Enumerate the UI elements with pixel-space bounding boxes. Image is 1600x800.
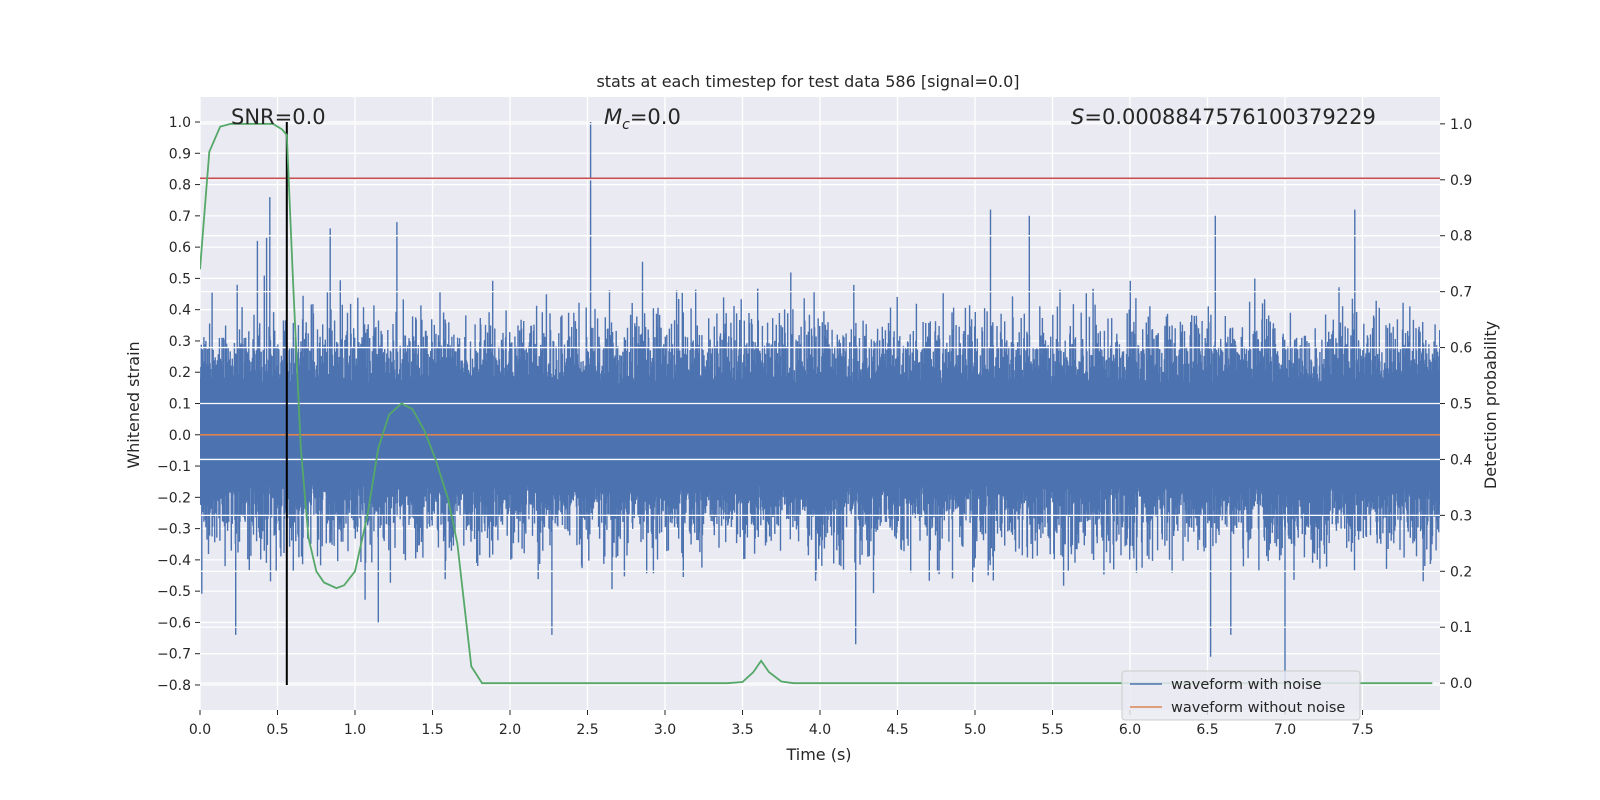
x-tick-label: 4.0 xyxy=(809,722,831,738)
y-right-tick-label: 0.1 xyxy=(1450,620,1472,636)
s-annotation: S=0.0008847576100379229 xyxy=(1071,105,1376,129)
y-tick-label: 0.1 xyxy=(169,397,191,413)
y-right-axis-label: Detection probability xyxy=(1481,321,1500,489)
s-symbol: S xyxy=(1071,105,1084,129)
y-right-tick-label: 0.9 xyxy=(1450,173,1472,189)
x-tick-label: 7.5 xyxy=(1351,722,1373,738)
legend: waveform with noise waveform without noi… xyxy=(1121,670,1361,721)
snr-annotation: SNR=0.0 xyxy=(231,105,326,129)
y-tick-label: 0.7 xyxy=(169,209,191,225)
y-tick-label: 0.9 xyxy=(169,146,191,162)
x-axis-ticks: 0.0 0.5 1.0 1.5 2.0 2.5 3.0 3.5 4.0 4.5 5.0 5.5 6.0 6… xyxy=(189,710,1374,738)
y-right-tick-label: 0.7 xyxy=(1450,285,1472,301)
x-tick-label: 4.5 xyxy=(886,722,908,738)
y-tick-label: 1.0 xyxy=(169,115,191,131)
chirp-mass-value: =0.0 xyxy=(630,105,681,129)
y-tick-label: −0.2 xyxy=(157,490,191,506)
x-tick-label: 5.5 xyxy=(1041,722,1063,738)
x-tick-label: 7.0 xyxy=(1274,722,1296,738)
x-tick-label: 1.5 xyxy=(421,722,443,738)
chirp-mass-symbol: M xyxy=(604,105,622,129)
y-tick-label: 0.2 xyxy=(169,365,191,381)
grid-overlay xyxy=(200,123,1440,684)
y-tick-label: −0.8 xyxy=(157,678,191,694)
x-tick-label: 2.0 xyxy=(499,722,521,738)
legend-label-without-noise: waveform without noise xyxy=(1171,700,1345,716)
y-tick-label: 0.8 xyxy=(169,178,191,194)
y-tick-label: 0.0 xyxy=(169,428,191,444)
x-tick-label: 2.5 xyxy=(576,722,598,738)
y-axis-label: Whitened strain xyxy=(124,341,143,468)
legend-label-with-noise: waveform with noise xyxy=(1171,677,1322,693)
y-right-tick-label: 0.5 xyxy=(1450,397,1472,413)
chirp-mass-subscript: c xyxy=(622,117,630,133)
y-tick-label: −0.4 xyxy=(157,553,191,569)
chirp-mass-annotation: Mc=0.0 xyxy=(604,105,681,133)
x-tick-label: 6.0 xyxy=(1119,722,1141,738)
x-tick-label: 3.0 xyxy=(654,722,676,738)
chart-title: stats at each timestep for test data 586… xyxy=(596,72,1019,91)
y-tick-label: −0.3 xyxy=(157,522,191,538)
s-value: =0.0008847576100379229 xyxy=(1084,105,1376,129)
y-tick-label: 0.4 xyxy=(169,303,191,319)
y-right-tick-label: 0.4 xyxy=(1450,452,1472,468)
y-right-tick-label: 0.6 xyxy=(1450,341,1472,357)
y-right-tick-label: 1.0 xyxy=(1450,117,1472,133)
y-right-tick-label: 0.3 xyxy=(1450,508,1472,524)
legend-box xyxy=(1121,670,1361,721)
x-axis-label: Time (s) xyxy=(785,745,851,764)
x-tick-label: 5.0 xyxy=(964,722,986,738)
y-right-axis-ticks: 1.0 0.9 0.8 0.7 0.6 0.5 0.4 0.3 0.2 0.1 0.0 xyxy=(1440,117,1472,692)
y-tick-label: 0.5 xyxy=(169,271,191,287)
series-detection-probability xyxy=(200,122,1433,685)
x-tick-label: 0.0 xyxy=(189,722,211,738)
x-tick-label: 0.5 xyxy=(266,722,288,738)
y-tick-label: −0.5 xyxy=(157,584,191,600)
y-tick-label: 0.3 xyxy=(169,334,191,350)
y-tick-label: −0.6 xyxy=(157,615,191,631)
y-tick-label: −0.7 xyxy=(157,647,191,663)
y-axis-ticks: 1.0 0.9 0.8 0.7 0.6 0.5 0.4 0.3 0.2 0.1 0.0 −0.1 −0.… xyxy=(157,115,200,694)
y-tick-label: 0.6 xyxy=(169,240,191,256)
y-right-tick-label: 0.2 xyxy=(1450,564,1472,580)
y-right-tick-label: 0.8 xyxy=(1450,229,1472,245)
x-tick-label: 3.5 xyxy=(731,722,753,738)
x-tick-label: 1.0 xyxy=(344,722,366,738)
y-right-tick-label: 0.0 xyxy=(1450,676,1472,692)
y-tick-label: −0.1 xyxy=(157,459,191,475)
x-tick-label: 6.5 xyxy=(1196,722,1218,738)
